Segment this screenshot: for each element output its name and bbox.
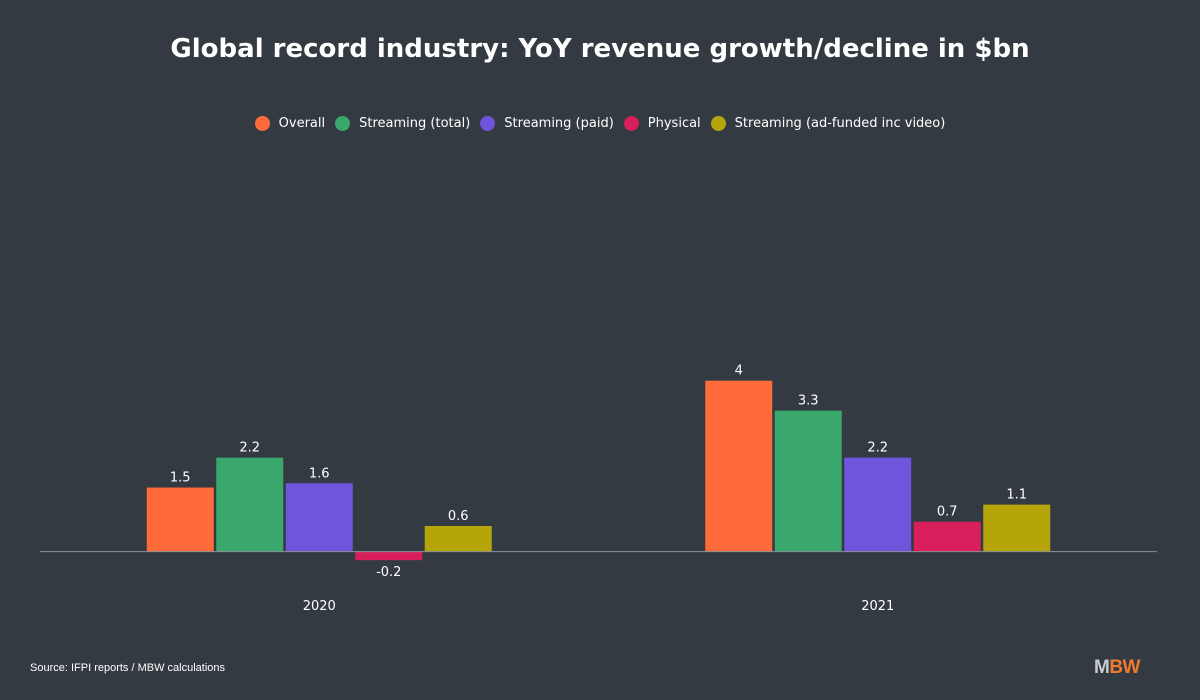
data-label: 2.2 bbox=[867, 441, 888, 456]
legend-item-streaming-ad-funded[interactable]: Streaming (ad-funded inc video) bbox=[710, 116, 946, 131]
brand-logo-part1: M bbox=[1094, 657, 1110, 678]
chart-legend: Overall Streaming (total) Streaming (pai… bbox=[0, 116, 1200, 131]
data-label: 0.6 bbox=[448, 509, 469, 524]
x-tick-label: 2020 bbox=[303, 599, 336, 614]
legend-swatch bbox=[254, 116, 270, 131]
data-label: 2.2 bbox=[239, 441, 260, 456]
data-label: 3.3 bbox=[798, 394, 819, 409]
legend-item-streaming-paid[interactable]: Streaming (paid) bbox=[480, 116, 614, 131]
source-note: Source: IFPI reports / MBW calculations bbox=[30, 662, 226, 674]
legend-swatch bbox=[623, 116, 639, 131]
legend-item-streaming-total[interactable]: Streaming (total) bbox=[335, 116, 470, 131]
legend-label: Streaming (total) bbox=[359, 116, 471, 131]
bar bbox=[285, 483, 353, 552]
bar bbox=[146, 487, 214, 552]
bar bbox=[216, 457, 284, 552]
brand-logo-part2: BW bbox=[1109, 657, 1140, 678]
bar bbox=[355, 551, 423, 561]
data-label: -0.2 bbox=[376, 565, 401, 580]
chart-title: Global record industry: YoY revenue grow… bbox=[170, 34, 1030, 64]
legend-label: Overall bbox=[278, 116, 326, 131]
bar bbox=[774, 410, 842, 552]
data-label: 0.7 bbox=[937, 505, 958, 520]
bar bbox=[424, 525, 492, 552]
legend-swatch bbox=[710, 116, 726, 131]
x-tick-label: 2021 bbox=[861, 599, 894, 614]
legend-label: Physical bbox=[647, 116, 701, 131]
bar bbox=[983, 504, 1051, 552]
data-label: 4 bbox=[735, 364, 743, 379]
bar bbox=[844, 457, 912, 552]
legend-item-physical[interactable]: Physical bbox=[623, 116, 701, 131]
brand-logo: MBW bbox=[1094, 657, 1140, 679]
bar bbox=[913, 521, 981, 552]
legend-swatch bbox=[480, 116, 496, 131]
data-label: 1.5 bbox=[170, 471, 191, 486]
legend-swatch bbox=[335, 116, 351, 131]
data-label: 1.1 bbox=[1006, 488, 1027, 503]
legend-item-overall[interactable]: Overall bbox=[254, 116, 326, 131]
legend-label: Streaming (ad-funded inc video) bbox=[734, 116, 946, 131]
legend-label: Streaming (paid) bbox=[504, 116, 614, 131]
data-label: 1.6 bbox=[309, 466, 330, 481]
bar bbox=[705, 380, 773, 552]
